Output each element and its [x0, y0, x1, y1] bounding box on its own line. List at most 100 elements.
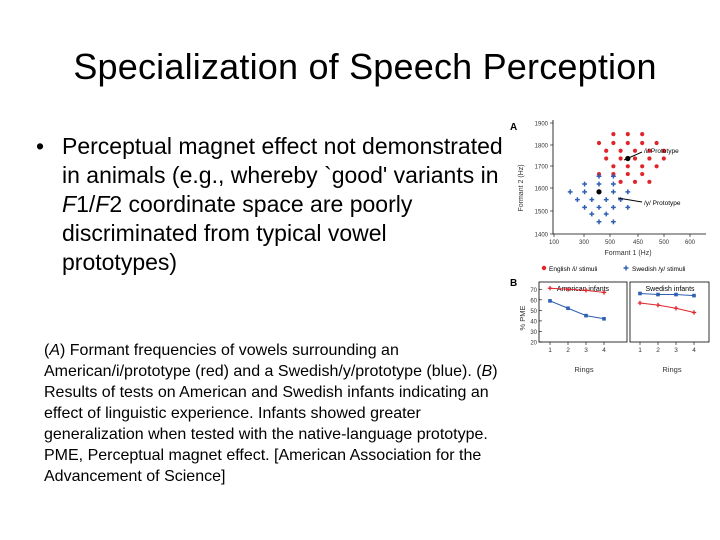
panel-b-ytick-label: 40 [530, 319, 537, 325]
red-stimulus-point [625, 140, 630, 146]
american-infants-blue-point [602, 317, 606, 321]
panel-b-right-frame [629, 281, 710, 343]
american-infants-blue-point [584, 313, 588, 318]
panel-a-ytick-label: 1600 [535, 187, 549, 193]
figure-caption: (A) Formant frequencies of vowels surrou… [44, 340, 514, 487]
bullet-text-part: 2 coordinate space are poorly discrimina… [62, 191, 413, 275]
panel-b-left-frame [538, 281, 628, 343]
bullet-text-part: Perceptual magnet effect not demonstrate… [62, 133, 503, 188]
panel-a-xtick-label: 500 [605, 240, 616, 246]
panel-b-ytick-label: 70 [530, 288, 537, 294]
red-stimulus-point [640, 132, 645, 137]
panel-b-ytick-label: 30 [530, 330, 537, 336]
red-stimulus-point [640, 140, 645, 146]
panel-b-ytick-label: 60 [530, 298, 537, 304]
blue-stimulus-point [603, 197, 609, 202]
red-stimulus-point [632, 148, 638, 153]
blue-stimulus-point [596, 181, 602, 187]
blue-stimulus-point [582, 204, 587, 210]
annotation-arrow-red [623, 151, 643, 161]
panel-a-ytick-label: 1900 [535, 122, 549, 128]
panel-b-label: B [510, 278, 517, 289]
panel-a-xtick-label: 300 [579, 240, 590, 246]
american-infants-red-point [547, 286, 553, 291]
bullet-symbol: • [36, 133, 45, 159]
swedish-infants-blue-point [674, 292, 678, 297]
american-infants-red-point [565, 287, 571, 292]
american-infants-blue-line [549, 300, 605, 320]
panel-b-ytick-label: 20 [530, 341, 537, 347]
red-stimulus-point [632, 156, 638, 161]
swedish-infants-red-point [691, 310, 697, 315]
red-stimulus-point [618, 156, 623, 161]
annotation-red-prototype: /i/ Prototype [644, 148, 679, 155]
red-stimulus-point [611, 132, 616, 137]
red-stimulus-point [618, 148, 623, 153]
blue-stimulus-point [596, 173, 602, 179]
swedish-infants-red-point [655, 302, 661, 308]
blue-stimulus-point [596, 219, 602, 225]
red-stimulus-point [625, 164, 630, 169]
panel-a-xlabel: Formant 1 (Hz) [604, 250, 651, 257]
panel-a-ytick-label: 1500 [535, 210, 549, 216]
bullet-point: • Perceptual magnet effect not demonstra… [36, 132, 506, 277]
swedish-infants-red-point [673, 306, 679, 311]
red-stimulus-point [596, 140, 602, 146]
bullet-text-part: 1/ [76, 191, 96, 217]
caption-text: ) Results of tests on American and Swedi… [44, 363, 498, 485]
panel-a-xtick-label: 100 [549, 240, 560, 246]
swedish-infants-blue-line [639, 292, 695, 297]
red-stimulus-point [604, 156, 609, 161]
blue-stimulus-point [567, 189, 573, 195]
blue-stimulus-point [575, 197, 580, 202]
american-infants-blue-point [548, 299, 552, 303]
figure-svg: A Formant 2 (Hz) 19001800170016001500140… [510, 120, 710, 374]
red-stimulus-point [647, 156, 652, 161]
panel-b-left-xlabel: Rings [574, 365, 593, 374]
american-infants-blue-point [566, 306, 570, 311]
swedish-infants-red-point [637, 300, 643, 306]
panel-b-xtick-label: 3 [584, 347, 588, 354]
panel-b-ylabel: % PME [518, 305, 527, 330]
red-stimulus-point [647, 179, 652, 184]
red-stimulus-point [618, 179, 623, 184]
red-stimulus-point [611, 164, 616, 169]
red-stimulus-point [611, 140, 616, 146]
slide-title: Specialization of Speech Perception [73, 46, 657, 87]
panel-b-xtick-label: 1 [638, 347, 642, 354]
panel-b-right-xlabel: Rings [662, 365, 681, 374]
red-stimulus-point [661, 156, 666, 161]
blue-stimulus-point [582, 181, 587, 187]
red-stimulus-point [640, 164, 645, 169]
red-stimulus-point [661, 148, 666, 153]
annotation-blue-prototype: /y/ Prototype [644, 200, 681, 207]
panel-b-xtick-label: 2 [566, 347, 570, 354]
blue-stimulus-point [625, 204, 631, 210]
red-stimulus-point [625, 132, 630, 137]
panel-a-xtick-label: 450 [633, 240, 644, 246]
red-stimulus-point [632, 179, 638, 184]
swedish-infants-blue-point [656, 292, 660, 297]
panel-b-xtick-label: 3 [674, 347, 678, 354]
red-stimulus-point [604, 148, 609, 153]
blue-stimulus-point [603, 211, 609, 217]
blue-prototype-point [596, 189, 602, 195]
blue-stimulus-point [589, 211, 595, 217]
blue-stimulus-point [611, 189, 616, 195]
panel-a-ytick-label: 1700 [535, 165, 549, 171]
legend-blue-label: Swedish /y/ stimuli [632, 266, 685, 273]
american-infants-red-point [583, 288, 589, 293]
formant-f-italic: F [62, 191, 77, 217]
panel-a-ytick-label: 1400 [535, 233, 549, 239]
red-stimulus-point [654, 164, 659, 169]
panel-a-xtick-label: 600 [685, 240, 696, 246]
blue-stimulus-point [625, 189, 631, 195]
blue-stimulus-point [611, 204, 616, 210]
blue-stimulus-point [582, 189, 587, 195]
panel-a-label: A [510, 122, 517, 133]
red-stimulus-point [647, 148, 652, 153]
swedish-infants-red-line [639, 302, 695, 313]
figure: A Formant 2 (Hz) 1900 1800 1700 1600 1500 140… [506, 116, 716, 378]
blue-stimulus-point [596, 204, 602, 210]
caption-panel-a-ref: A [49, 342, 60, 359]
